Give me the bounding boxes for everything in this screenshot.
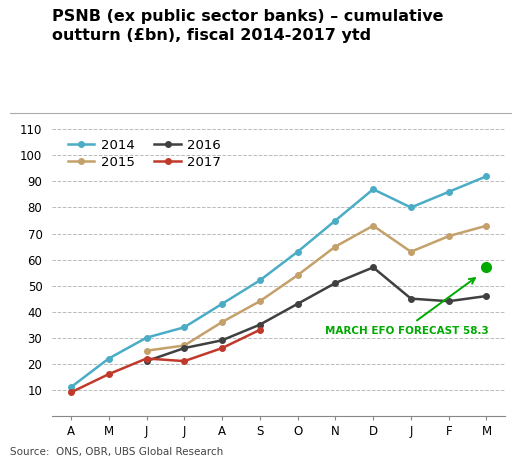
Text: Source:  ONS, OBR, UBS Global Research: Source: ONS, OBR, UBS Global Research bbox=[10, 447, 224, 457]
Text: MARCH EFO FORECAST 58.3: MARCH EFO FORECAST 58.3 bbox=[325, 326, 489, 336]
Legend: 2014, 2015, 2016, 2017: 2014, 2015, 2016, 2017 bbox=[68, 139, 221, 169]
Text: PSNB (ex public sector banks) – cumulative
outturn (£bn), fiscal 2014-2017 ytd: PSNB (ex public sector banks) – cumulati… bbox=[52, 9, 443, 43]
